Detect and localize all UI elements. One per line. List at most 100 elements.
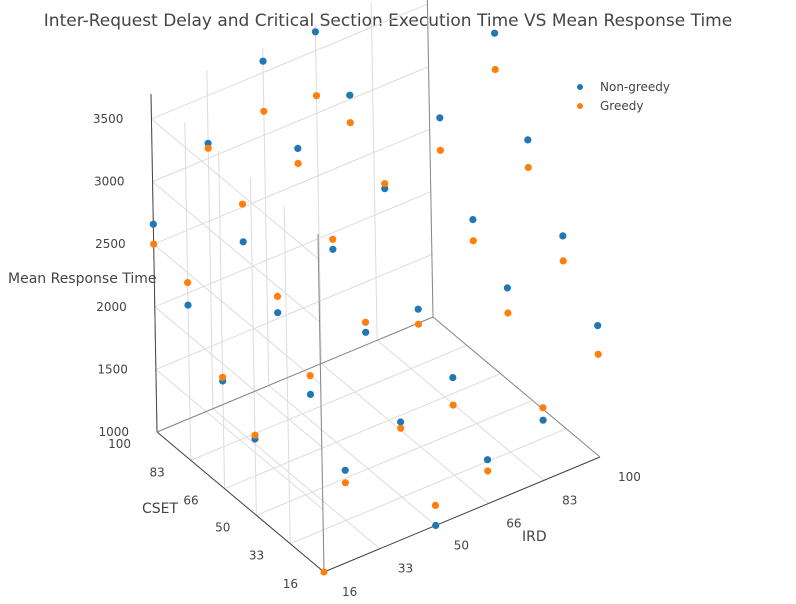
data-point[interactable]: [594, 350, 602, 358]
backwall-gridline-x: [206, 70, 214, 409]
series-greedy[interactable]: [150, 65, 602, 576]
data-point[interactable]: [150, 240, 158, 248]
data-point[interactable]: [361, 318, 370, 326]
series-non-greedy[interactable]: [149, 28, 602, 530]
backwall-gridline-z: [153, 128, 430, 245]
data-point[interactable]: [311, 28, 319, 36]
data-point[interactable]: [312, 92, 321, 100]
backwall-gridline-x: [314, 25, 322, 364]
data-point[interactable]: [503, 284, 511, 292]
backwall-gridline-x: [262, 47, 270, 386]
y-tick-label: 16: [283, 577, 298, 591]
data-point[interactable]: [449, 401, 457, 409]
data-point[interactable]: [381, 180, 389, 188]
data-point[interactable]: [491, 65, 499, 74]
data-point[interactable]: [274, 309, 282, 317]
data-point[interactable]: [204, 139, 212, 147]
x-axis-title: IRD: [522, 529, 547, 545]
data-point[interactable]: [484, 467, 492, 475]
data-point[interactable]: [449, 374, 457, 382]
data-point[interactable]: [594, 322, 602, 330]
floor-gridline-y: [224, 373, 501, 490]
data-point[interactable]: [294, 144, 302, 152]
x-tick-label: 66: [506, 517, 521, 531]
floor-back-edge: [156, 316, 434, 433]
floor-gridline-x: [320, 363, 489, 504]
data-point[interactable]: [436, 146, 444, 154]
y-tick-label: 100: [108, 437, 131, 451]
data-point[interactable]: [504, 309, 512, 317]
data-point[interactable]: [251, 431, 259, 439]
data-point[interactable]: [219, 373, 227, 381]
data-point[interactable]: [294, 159, 302, 167]
legend-item[interactable]: Non-greedy: [577, 80, 670, 94]
data-point[interactable]: [431, 501, 439, 509]
data-point[interactable]: [397, 418, 405, 426]
sidewall-gridline-z: [155, 369, 324, 510]
sidewall-gridline-y: [218, 150, 226, 489]
front-left-edge: [317, 233, 325, 573]
data-point[interactable]: [306, 390, 315, 398]
z-axis-line: [150, 93, 158, 433]
plot-scene[interactable]: 1000 1500 2000 2500 3000 3500 16 33 50 66 83 100 16 3…: [93, 0, 641, 599]
legend[interactable]: Non-greedy Greedy: [577, 80, 670, 113]
data-point[interactable]: [239, 238, 247, 246]
y-tick-label: 83: [150, 465, 165, 479]
sidewall-gridline-z: [154, 306, 323, 448]
data-point[interactable]: [273, 292, 282, 300]
data-point[interactable]: [346, 119, 354, 127]
x-tick-label: 100: [618, 470, 641, 484]
legend-label: Greedy: [600, 99, 643, 113]
data-point[interactable]: [362, 328, 370, 336]
data-point[interactable]: [204, 144, 212, 152]
data-point[interactable]: [469, 237, 477, 245]
data-point[interactable]: [346, 91, 354, 99]
data-point[interactable]: [469, 216, 477, 224]
sidewall-gridline-y: [249, 177, 257, 516]
data-point[interactable]: [483, 456, 492, 464]
data-point[interactable]: [184, 279, 192, 287]
legend-marker: [577, 103, 583, 109]
data-point[interactable]: [329, 235, 337, 243]
z-tick-label: 2500: [95, 237, 126, 251]
x-tick-label: 83: [562, 493, 577, 507]
data-point[interactable]: [432, 521, 440, 530]
data-point[interactable]: [491, 29, 499, 37]
z-tick-label: 1000: [98, 425, 129, 439]
back-right-edge: [426, 0, 434, 318]
legend-item[interactable]: Greedy: [577, 99, 643, 113]
data-point[interactable]: [306, 372, 314, 380]
backwall-gridline-z: [155, 253, 433, 370]
data-points[interactable]: [149, 28, 602, 576]
data-point[interactable]: [259, 57, 267, 65]
data-point[interactable]: [341, 466, 349, 474]
data-point[interactable]: [397, 424, 405, 432]
data-point[interactable]: [524, 136, 532, 144]
data-point[interactable]: [414, 320, 423, 328]
backwall-gridline-z: [152, 66, 429, 183]
data-point[interactable]: [149, 220, 157, 228]
data-point[interactable]: [381, 185, 389, 193]
data-point[interactable]: [341, 479, 349, 487]
data-point[interactable]: [414, 305, 422, 313]
data-point[interactable]: [559, 257, 567, 265]
y-tick-label: 50: [215, 520, 230, 534]
floor-gridline-y: [290, 428, 567, 545]
data-point[interactable]: [539, 404, 547, 412]
y-tick-label: 66: [183, 494, 198, 508]
data-point[interactable]: [524, 163, 532, 172]
data-point[interactable]: [184, 301, 192, 309]
data-point[interactable]: [539, 416, 547, 424]
data-point[interactable]: [320, 568, 328, 576]
data-point[interactable]: [559, 232, 567, 240]
legend-label: Non-greedy: [600, 80, 670, 94]
data-point[interactable]: [329, 245, 337, 253]
backwall-gridline-z: [154, 191, 431, 308]
data-point[interactable]: [260, 107, 268, 115]
y-axis-line: [156, 431, 325, 573]
x-tick-label: 16: [342, 585, 357, 599]
data-point[interactable]: [238, 200, 247, 208]
legend-marker: [577, 84, 583, 90]
data-point[interactable]: [436, 114, 444, 122]
